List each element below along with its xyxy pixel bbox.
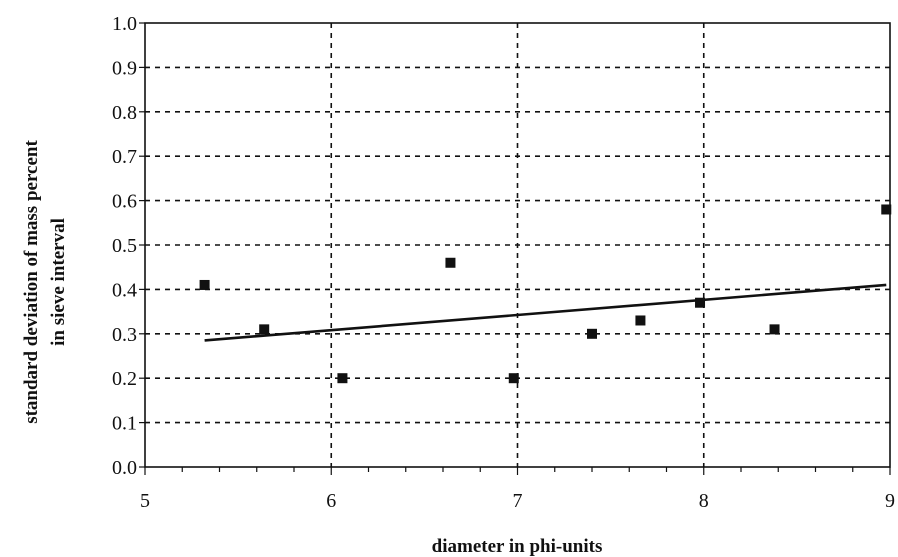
y-tick-label: 0.8: [112, 102, 137, 124]
x-axis-title: diameter in phi-units: [432, 536, 603, 557]
trendline: [204, 283, 887, 342]
data-point: [769, 324, 780, 335]
y-tick-label: 0.2: [112, 368, 137, 390]
plot-frame: [144, 22, 891, 468]
y-tick-label: 0.6: [112, 191, 137, 213]
data-point: [199, 279, 210, 290]
data-points: [199, 204, 892, 384]
grid-lines: [145, 23, 890, 467]
y-tick-label: 0.4: [112, 279, 137, 301]
tick-labels: 0.0 0.1 0.2 0.3 0.4 0.5 0.6 0.7 0.8 0.9 1.0 5 6 7 8 9: [112, 13, 895, 512]
y-tick-label: 0.9: [112, 57, 137, 79]
data-point: [337, 373, 348, 384]
data-point: [508, 373, 519, 384]
y-tick-label: 0.7: [112, 146, 137, 168]
data-point: [445, 257, 456, 268]
x-tick-label: 8: [699, 490, 709, 512]
y-axis-title-line-2: in sieve interval: [48, 218, 69, 346]
y-tick-label: 0.1: [112, 413, 137, 435]
data-point: [881, 204, 892, 215]
trendline-layer: [204, 283, 887, 342]
x-tick-label: 7: [513, 490, 523, 512]
data-point: [587, 328, 597, 339]
y-tick-label: 1.0: [112, 13, 137, 35]
x-tick-label: 9: [885, 490, 895, 512]
y-tick-label: 0.3: [112, 324, 137, 346]
axes: [139, 22, 891, 475]
y-tick-label: 0.5: [112, 235, 137, 257]
y-tick-label: 0.0: [112, 457, 137, 479]
x-tick-label: 5: [140, 490, 150, 512]
data-point: [259, 324, 270, 335]
data-point: [695, 297, 706, 308]
y-axis-title-line-1: standard deviation of mass percent: [21, 140, 42, 424]
data-point: [635, 315, 646, 326]
axis-titles: diameter in phi-units standard deviation…: [21, 140, 602, 557]
x-tick-label: 6: [326, 490, 336, 512]
